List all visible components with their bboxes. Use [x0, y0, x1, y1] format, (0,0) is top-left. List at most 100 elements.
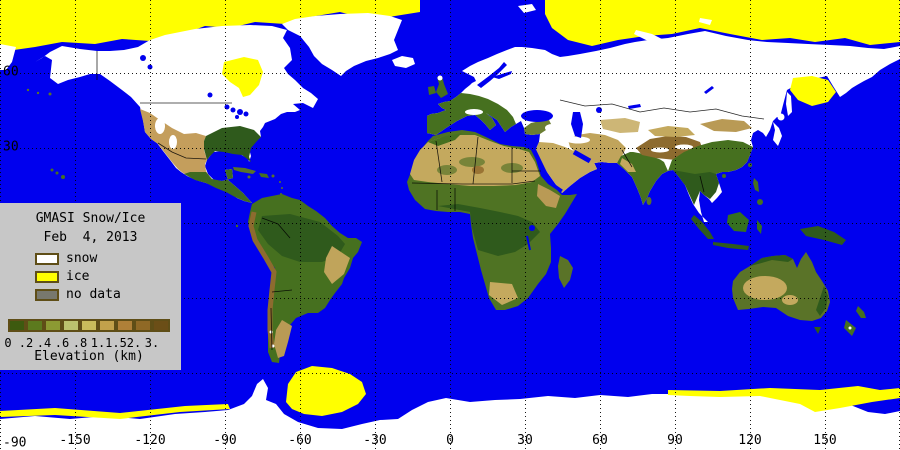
sumatra — [691, 215, 714, 239]
mexico-central-america — [184, 169, 252, 203]
congo-basin — [438, 204, 540, 256]
africa — [407, 130, 577, 310]
sakhalin — [786, 92, 792, 116]
chukotka-tip — [0, 44, 16, 70]
legend-title: GMASI Snow/Ice — [35, 211, 146, 226]
okhotsk-ice — [790, 76, 836, 106]
lake-victoria — [529, 225, 535, 231]
ethiopia-highlands — [537, 184, 560, 208]
snow-swatch — [35, 252, 59, 265]
colorbar-tick-labels: 0 .2.4.6.8 1. 1.5 2. 3. — [4, 336, 174, 350]
lat-tick-label: -90 — [3, 435, 27, 450]
lon-tick-label: -60 — [288, 433, 312, 448]
colorbar-cell — [152, 319, 170, 332]
hawaii — [50, 168, 65, 179]
alps-snow — [465, 109, 483, 115]
borneo — [727, 212, 749, 232]
new-guinea — [800, 226, 846, 245]
lon-tick-label: 90 — [667, 433, 683, 448]
lon-tick-label: -90 — [213, 433, 237, 448]
colorbar-cell — [44, 319, 62, 332]
snow-label: snow — [66, 251, 98, 266]
lon-tick-label: -120 — [134, 433, 166, 448]
black-sea — [521, 110, 553, 122]
sulawesi — [757, 220, 762, 234]
tasmania — [814, 327, 821, 334]
antarctic-ice-fringe-east — [668, 386, 900, 412]
colorbar-axis-label: Elevation (km) — [34, 349, 144, 364]
colorbar-tick: .2 — [18, 336, 34, 350]
rockies-snow — [155, 118, 165, 134]
colorbar-cell — [26, 319, 44, 332]
colorbar-cell — [80, 319, 98, 332]
lon-tick-label: 120 — [738, 433, 762, 448]
ice-label: ice — [66, 269, 90, 284]
philippines — [753, 178, 759, 192]
svalbard — [518, 4, 536, 13]
central-asia-desert — [600, 118, 640, 133]
colorbar-tick: .4 — [36, 336, 52, 350]
indonesia-oceania — [50, 168, 866, 336]
legend-item-ice: ice — [35, 269, 89, 284]
lon-tick-label: -150 — [59, 433, 91, 448]
sri-lanka — [646, 197, 652, 205]
eurasia — [427, 4, 900, 222]
us-southeast — [204, 126, 261, 162]
lon-tick-label: 0 — [446, 433, 454, 448]
lat-tick-label: 30 — [3, 139, 19, 155]
novaya-zemlya — [634, 30, 664, 44]
great-britain — [436, 76, 448, 98]
colorbar-cell — [98, 319, 116, 332]
colorbar-tick: .6 — [54, 336, 70, 350]
hudson-bay-ice — [222, 57, 263, 97]
caspian-sea — [571, 112, 583, 138]
north-america — [0, 25, 318, 203]
aleutians — [26, 88, 52, 96]
ice-swatch — [35, 270, 59, 283]
japan — [773, 122, 782, 146]
java — [713, 242, 749, 250]
elevation-colorbar — [8, 319, 170, 332]
lon-tick-label: 60 — [592, 433, 608, 448]
gobi — [700, 119, 752, 132]
country-borders — [96, 51, 765, 351]
ireland — [428, 86, 436, 95]
brazil-highlands — [324, 246, 350, 284]
iceland — [392, 56, 415, 68]
colorbar-tick: 3. — [144, 336, 160, 350]
no-data-swatch — [35, 288, 59, 301]
madagascar — [558, 256, 573, 288]
great-lakes — [140, 55, 249, 119]
patagonia — [274, 320, 292, 358]
greenland — [282, 13, 415, 76]
lon-tick-label: -30 — [363, 433, 387, 448]
lon-tick-label: 30 — [517, 433, 533, 448]
colorbar-tick: 2. — [126, 336, 142, 350]
no-data-label: no data — [66, 287, 121, 302]
legend-date: Feb 4, 2013 — [43, 230, 138, 245]
kalahari — [489, 282, 518, 305]
anatolia — [524, 120, 552, 135]
legend-item-no-data: no data — [35, 287, 121, 302]
andes — [248, 211, 277, 349]
indochina — [673, 170, 719, 205]
colorbar-cell — [8, 319, 26, 332]
australian-outback — [743, 276, 787, 300]
colorbar-cell — [116, 319, 134, 332]
antarctic-ice-fringe-west — [0, 404, 230, 419]
lat-tick-label: 60 — [3, 64, 19, 80]
colorbar-tick: .8 — [72, 336, 88, 350]
weddell-sea-ice — [286, 366, 366, 416]
taklamakan — [648, 126, 695, 137]
colorbar-cell — [134, 319, 152, 332]
arctic-ice — [0, 0, 900, 52]
legend-item-snow: snow — [35, 251, 97, 266]
colorbar-tick: 0 — [4, 336, 12, 350]
colorbar-tick: 1. — [90, 336, 106, 350]
lon-tick-label: 150 — [813, 433, 837, 448]
colorbar-cell — [62, 319, 80, 332]
thar-desert — [620, 158, 636, 172]
new-zealand — [856, 306, 866, 318]
